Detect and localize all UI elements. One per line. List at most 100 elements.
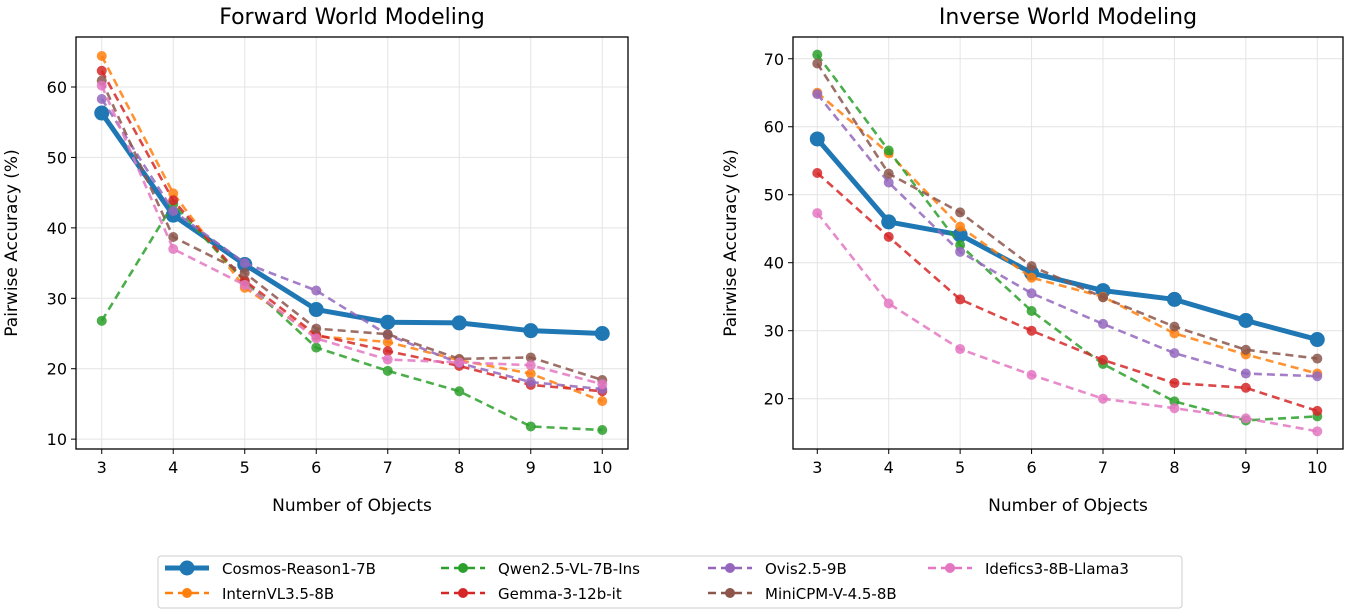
legend-label: Gemma-3-12b-it — [498, 585, 622, 603]
x-tick-label: 8 — [454, 458, 464, 477]
x-tick-label: 10 — [592, 458, 612, 477]
x-tick-label: 5 — [240, 458, 250, 477]
legend-swatch-marker — [179, 560, 195, 576]
data-point — [1026, 369, 1037, 380]
data-point — [239, 258, 250, 269]
data-point — [597, 396, 608, 407]
series-line — [100, 55, 603, 403]
data-point — [1098, 393, 1108, 404]
x-axis-label: Number of Objects — [988, 496, 1148, 516]
legend-label: MiniCPM-V-4.5-8B — [765, 585, 897, 603]
series-line — [99, 111, 603, 336]
data-point — [1098, 318, 1108, 329]
legend-label: Qwen2.5-VL-7B-Ins — [498, 560, 640, 578]
data-point — [96, 65, 107, 76]
y-axis-label: Pairwise Accuracy (%) — [721, 149, 741, 336]
data-point — [883, 298, 894, 309]
y-tick-label: 60 — [764, 118, 784, 137]
y-tick-label: 50 — [764, 186, 784, 205]
data-point — [168, 243, 179, 254]
y-tick-label: 30 — [47, 289, 67, 308]
data-point — [1240, 344, 1251, 355]
legend-swatch-marker — [458, 588, 468, 598]
data-point — [594, 325, 610, 341]
series-line — [816, 91, 1318, 375]
data-point — [1169, 378, 1180, 389]
data-point — [1240, 413, 1251, 424]
x-tick-label: 6 — [311, 458, 321, 477]
data-point — [96, 51, 107, 62]
data-point — [380, 314, 396, 330]
x-tick-label: 7 — [1098, 458, 1108, 477]
legend-entry: Ovis2.5-9B — [708, 560, 847, 578]
x-tick-label: 4 — [168, 458, 178, 477]
x-tick-label: 3 — [97, 458, 107, 477]
data-point — [955, 294, 966, 305]
data-point — [597, 379, 608, 390]
data-point — [168, 205, 179, 216]
data-point — [1309, 332, 1325, 348]
x-tick-label: 5 — [955, 458, 965, 477]
series-cosmos-reason1-7b — [94, 105, 610, 341]
legend-label: InternVL3.5-8B — [222, 585, 334, 603]
series-gemma-3-12b-it — [812, 167, 1323, 416]
legend-entry: MiniCPM-V-4.5-8B — [708, 585, 897, 603]
legend-swatch-marker — [458, 563, 468, 573]
data-point — [883, 231, 894, 242]
data-point — [1238, 313, 1254, 329]
data-point — [952, 227, 968, 243]
data-point — [812, 167, 823, 178]
y-tick-label: 60 — [47, 78, 67, 97]
data-point — [1026, 288, 1037, 299]
data-point — [955, 221, 966, 232]
data-point — [955, 344, 966, 355]
x-tick-label: 7 — [383, 458, 393, 477]
y-axis-label: Pairwise Accuracy (%) — [2, 149, 22, 336]
legend-swatch-marker — [725, 588, 735, 598]
data-point — [883, 168, 894, 179]
plot-frame — [792, 36, 1344, 450]
x-tick-label: 6 — [1026, 458, 1036, 477]
series-idefics3-8b-llama3 — [812, 208, 1323, 437]
data-point — [1169, 403, 1180, 414]
data-point — [239, 279, 250, 290]
data-point — [168, 188, 179, 199]
data-point — [525, 352, 536, 363]
data-point — [1166, 291, 1182, 307]
data-point — [1312, 405, 1323, 416]
inverse-world-modeling-chart: Inverse World Modeling Number of Objects… — [721, 5, 1344, 516]
data-point — [168, 195, 179, 206]
legend-entry: Qwen2.5-VL-7B-Ins — [441, 560, 640, 578]
data-point — [883, 145, 894, 156]
chart-title: Forward World Modeling — [219, 5, 485, 30]
data-point — [96, 93, 107, 104]
legend-label: Ovis2.5-9B — [765, 560, 847, 578]
plot-frame — [75, 36, 629, 450]
series-line — [100, 98, 603, 391]
x-tick-label: 9 — [1241, 458, 1251, 477]
x-axis-label: Number of Objects — [272, 496, 432, 516]
data-point — [1169, 321, 1180, 332]
series-line — [100, 80, 603, 382]
data-point — [382, 354, 393, 365]
series-line — [816, 62, 1318, 360]
y-tick-label: 70 — [764, 50, 784, 69]
data-point — [955, 246, 966, 257]
data-point — [597, 424, 608, 435]
data-point — [1026, 325, 1037, 336]
legend-label: Cosmos-Reason1-7B — [222, 560, 376, 578]
y-tick-label: 10 — [47, 430, 67, 449]
x-tick-label: 4 — [884, 458, 894, 477]
data-point — [168, 232, 179, 243]
data-point — [525, 368, 536, 379]
data-point — [812, 49, 823, 60]
data-point — [451, 315, 467, 331]
x-tick-label: 8 — [1169, 458, 1179, 477]
y-tick-label: 20 — [47, 360, 67, 379]
legend-label: Idefics3-8B-Llama3 — [985, 560, 1129, 578]
data-point — [311, 285, 322, 296]
legend-entry: Cosmos-Reason1-7B — [165, 560, 376, 578]
series-ovis2-5-9b — [812, 89, 1323, 382]
chart-title: Inverse World Modeling — [939, 5, 1197, 30]
